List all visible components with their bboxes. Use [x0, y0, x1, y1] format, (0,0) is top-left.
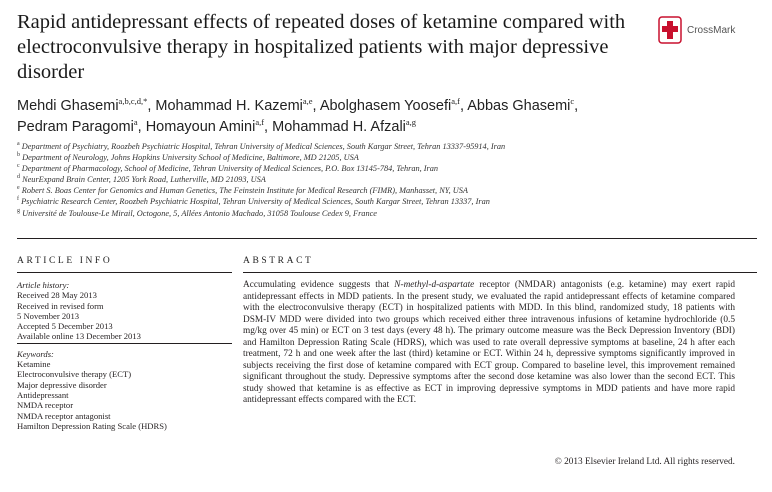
revised-label: Received in revised form: [17, 300, 104, 311]
affiliation-item: b Department of Neurology, Johns Hopkins…: [17, 152, 359, 163]
corresponding-author-star[interactable]: *: [143, 96, 148, 107]
online-date: Available online 13 December 2013: [17, 331, 141, 342]
author-name[interactable]: Abbas Ghasemi: [467, 98, 571, 114]
keywords-label: Keywords:: [17, 348, 54, 359]
author-affil-marks[interactable]: a,f: [255, 117, 265, 128]
accepted-date: Accepted 5 December 2013: [17, 321, 113, 332]
history-label: Article history:: [17, 280, 70, 290]
affiliation-item: f Psychiatric Research Center, Roozbeh P…: [17, 196, 490, 207]
keyword-item[interactable]: NMDA receptor: [17, 400, 74, 411]
author-list: Mehdi Ghasemia,b,c,d,*, Mohammad H. Kaze…: [17, 96, 579, 135]
nmda-term: N-methyl-d-aspartate: [394, 280, 475, 290]
affiliation-item: g Université de Toulouse-Le Mirail, Octo…: [17, 207, 377, 218]
author-name[interactable]: Pedram Paragomi: [17, 119, 134, 135]
affiliation-item: a Department of Psychiatry, Roozbeh Psyc…: [17, 141, 506, 151]
revised-date: 5 November 2013: [17, 310, 80, 321]
abstract-text: Accumulating evidence suggests that N-me…: [243, 280, 735, 406]
author-affil-marks[interactable]: a,f: [451, 96, 460, 107]
keyword-item[interactable]: Hamilton Depression Rating Scale (HDRS): [17, 420, 167, 431]
received-date: Received 28 May 2013: [17, 290, 97, 301]
abstract-heading: ABSTRACT: [243, 256, 314, 266]
affiliation-item: c Department of Pharmacology, School of …: [17, 163, 439, 174]
keyword-item[interactable]: Electroconvulsive therapy (ECT): [17, 369, 132, 380]
crossmark-icon: [658, 16, 682, 44]
author-affil-marks[interactable]: c: [570, 96, 575, 107]
article-info-rule: [17, 272, 232, 273]
author-name[interactable]: Mohammad H. Afzali: [272, 119, 406, 135]
keyword-item[interactable]: Major depressive disorder: [17, 379, 107, 390]
author-affil-marks[interactable]: a,e: [302, 96, 313, 107]
author-name[interactable]: Mohammad H. Kazemi: [155, 98, 303, 114]
article-title: Rapid antidepressant effects of repeated…: [17, 11, 626, 83]
affiliation-item: e Robert S. Boas Center for Genomics and…: [17, 185, 468, 196]
affiliation-list: a Department of Psychiatry, Roozbeh Psyc…: [17, 141, 757, 219]
keyword-item[interactable]: Ketamine: [17, 359, 51, 370]
header-rule: [17, 238, 757, 239]
keywords-rule: [17, 342, 232, 344]
author-affil-marks[interactable]: a,b,c,d,: [118, 96, 144, 107]
article-info-heading: ARTICLE INFO: [17, 256, 113, 266]
author-name[interactable]: Abolghasem Yoosefi: [319, 98, 452, 114]
abstract-rule: [243, 272, 757, 273]
author-name[interactable]: Homayoun Amini: [145, 119, 256, 135]
keyword-item[interactable]: NMDA receptor antagonist: [17, 410, 111, 421]
author-name[interactable]: Mehdi Ghasemi: [17, 98, 119, 114]
crossmark-label: CrossMark: [687, 24, 736, 36]
keyword-item[interactable]: Antidepressant: [17, 389, 69, 400]
affiliation-item: d NeurExpand Brain Center, 1205 York Roa…: [17, 174, 266, 185]
article-info: Article history: Received 28 May 2013 Re…: [17, 280, 232, 431]
author-affil-marks[interactable]: a: [133, 117, 138, 128]
crossmark-badge[interactable]: CrossMark: [658, 16, 735, 44]
copyright-notice: © 2013 Elsevier Ireland Ltd. All rights …: [554, 457, 735, 467]
author-affil-marks[interactable]: a,g: [405, 117, 417, 128]
